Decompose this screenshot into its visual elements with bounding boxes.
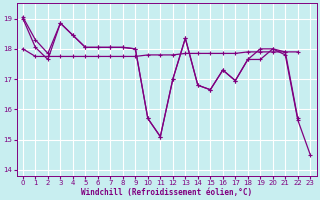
X-axis label: Windchill (Refroidissement éolien,°C): Windchill (Refroidissement éolien,°C) — [81, 188, 252, 197]
